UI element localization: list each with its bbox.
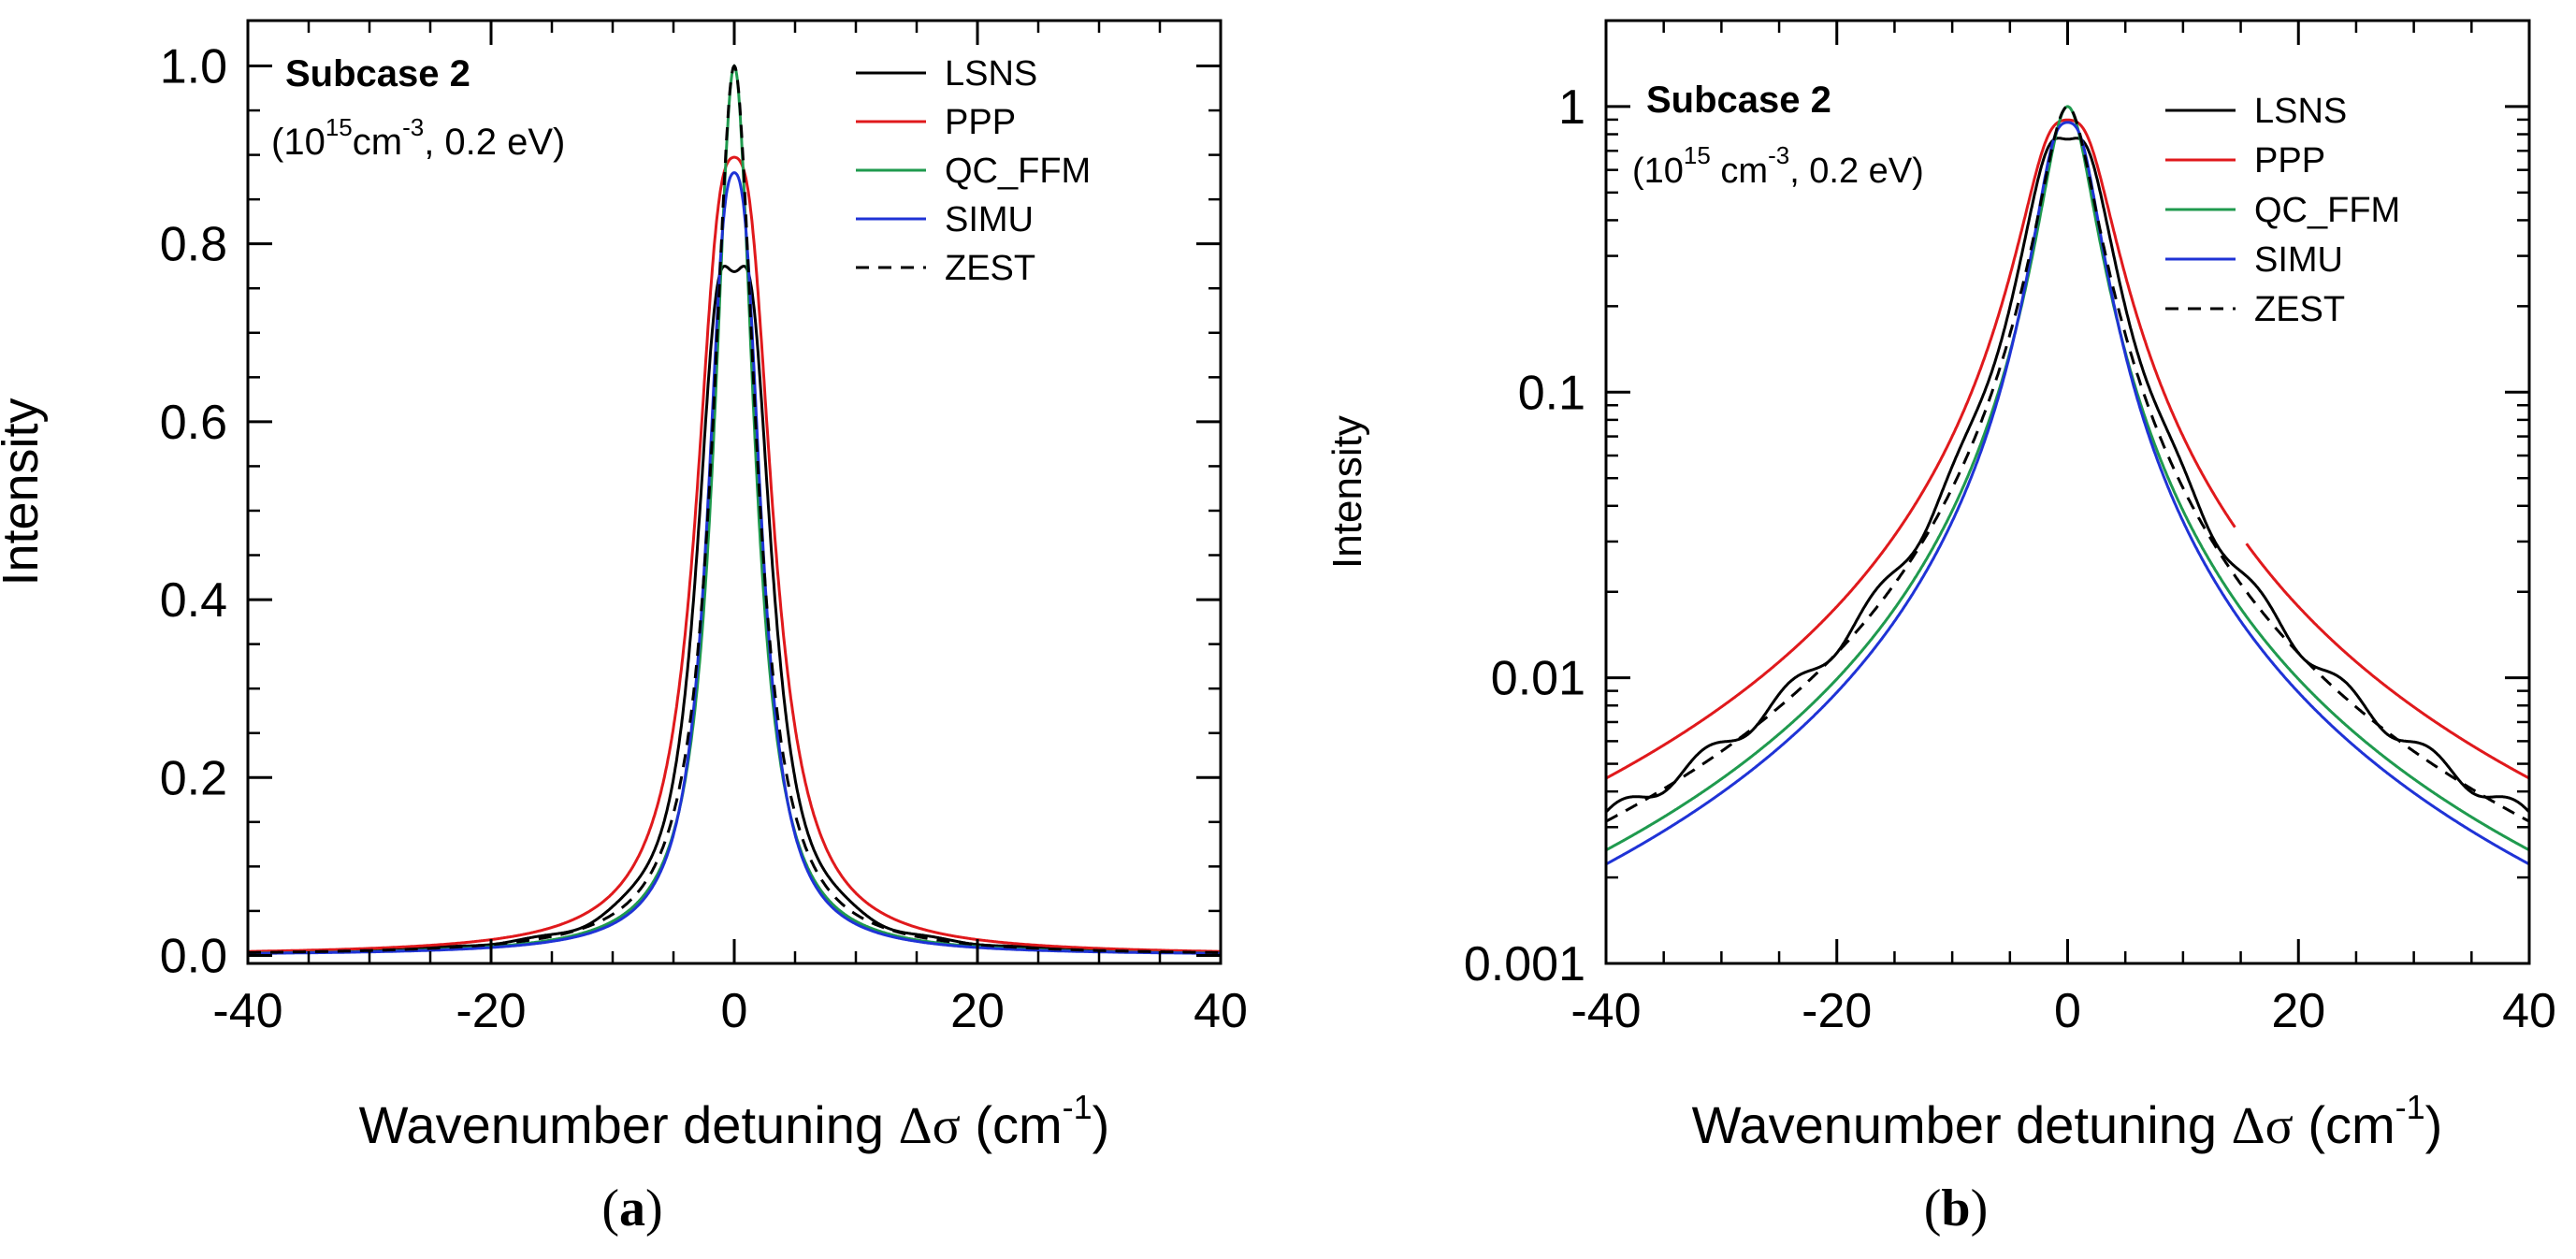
series-line-qc-ffm: [1605, 105, 2530, 852]
x-tick-label: 40: [1194, 984, 1248, 1038]
panel-b-ticks: -40 -20 0 20 40 0.001 0.01 0.1 1: [1464, 19, 2556, 1038]
legend-label: QC_FFM: [2254, 191, 2400, 230]
panel-b-caption: (b): [1924, 1179, 1988, 1237]
series-line-lsns: [248, 265, 1221, 954]
legend-label: ZEST: [945, 249, 1035, 288]
y-tick-label: 0.01: [1491, 652, 1585, 706]
legend-label: QC_FFM: [945, 152, 1091, 191]
x-tick-label: 40: [2502, 984, 2556, 1038]
legend-label: LSNS: [2254, 92, 2347, 131]
y-tick-label: 0.001: [1464, 937, 1585, 991]
panel-b-legend: LSNS PPP QC_FFM SIMU ZEST: [2165, 92, 2400, 329]
panel-a-legend: LSNS PPP QC_FFM SIMU ZEST: [856, 54, 1091, 288]
panel-b-ylabel: Intensity: [1324, 415, 1370, 569]
series-line-simu: [1605, 121, 2530, 866]
x-tick-label: 20: [2271, 984, 2325, 1038]
panel-b-annotation-title: Subcase 2: [1646, 80, 1831, 121]
panel-b-series: [1604, 105, 2531, 866]
x-tick-label: 0: [2054, 984, 2081, 1038]
x-tick-label: 0: [721, 984, 748, 1038]
panel-a-ticks: -40 -20 0 20 40 0.0 0.2 0.4 0.6 0.8 1.0: [160, 21, 1248, 1038]
panel-b: -40 -20 0 20 40 0.001 0.01 0.1 1 Subcase 2 (1015…: [1324, 19, 2556, 1237]
legend-label: SIMU: [2254, 240, 2343, 280]
series-line-lsns: [1604, 137, 2531, 814]
panel-a: -40 -20 0 20 400.00.20.40.60.81.0 Subcase 2 …: [0, 19, 1248, 1237]
panel-a-xlabel: Wavenumber detuning Δσ (cm-1): [359, 1088, 1110, 1155]
y-tick-label: 0.0: [160, 929, 227, 983]
series-line-zest: [1605, 105, 2530, 823]
panel-a-annotation-title: Subcase 2: [285, 53, 470, 94]
legend-label: LSNS: [945, 54, 1037, 94]
series-line-ppp: [1605, 118, 2530, 780]
x-tick-label: -20: [456, 984, 526, 1038]
x-tick-label: -20: [1802, 984, 1872, 1038]
y-tick-label: 1.0: [160, 39, 227, 94]
series-line-qc-ffm: [248, 64, 1221, 955]
y-tick-label: 0.8: [160, 218, 227, 272]
y-tick-label: 0.6: [160, 396, 227, 450]
series-line-ppp: [248, 155, 1221, 953]
x-tick-label: -40: [212, 984, 282, 1038]
panel-b-xlabel: Wavenumber detuning Δσ (cm-1): [1692, 1088, 2443, 1155]
panel-a-ylabel: Intensity: [0, 398, 49, 586]
panel-a-caption: (a): [601, 1179, 662, 1237]
legend-label: PPP: [945, 103, 1016, 142]
series-line-zest: [247, 64, 1222, 954]
y-tick-label: 0.1: [1518, 366, 1585, 420]
y-tick-label: 0.2: [160, 751, 227, 805]
x-tick-label: -40: [1570, 984, 1641, 1038]
legend-label: PPP: [2254, 141, 2325, 181]
panel-a-annotation-conditions: (1015cm-3, 0.2 eV): [271, 113, 565, 163]
y-tick-label: 1: [1558, 80, 1585, 135]
panel-a-series: [247, 64, 1222, 955]
legend-label: SIMU: [945, 200, 1034, 239]
x-tick-label: 20: [950, 984, 1005, 1038]
series-line-simu: [248, 171, 1221, 955]
legend-label: ZEST: [2254, 290, 2345, 329]
y-tick-label: 0.4: [160, 573, 227, 628]
panel-b-annotation-conditions: (1015 cm-3, 0.2 eV): [1632, 141, 1924, 191]
